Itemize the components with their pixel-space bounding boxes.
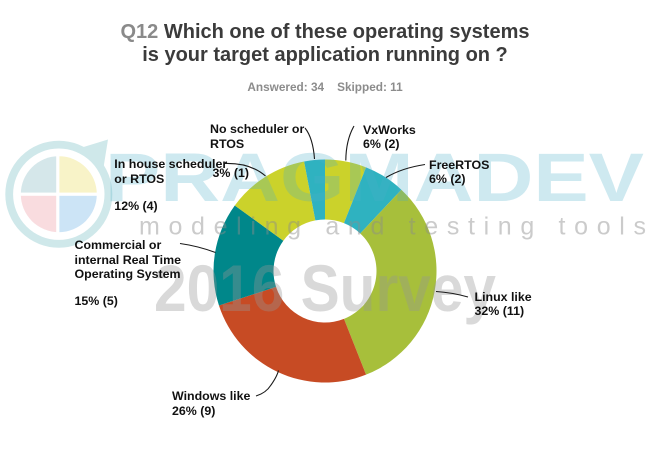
svg-text:2016 Survey: 2016 Survey bbox=[154, 251, 496, 325]
svg-text:PRAGMADEV: PRAGMADEV bbox=[105, 139, 644, 216]
svg-text:modeling and testing tools: modeling and testing tools bbox=[139, 213, 646, 241]
